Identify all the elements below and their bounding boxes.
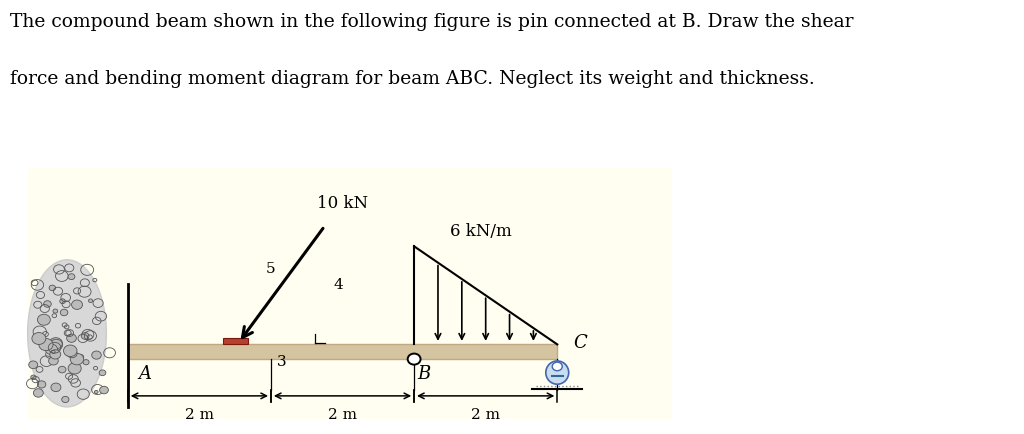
Bar	[222, 338, 248, 345]
Circle shape	[49, 286, 55, 291]
Circle shape	[63, 345, 77, 357]
Circle shape	[59, 299, 66, 304]
Text: The compound beam shown in the following figure is pin connected at B. Draw the : The compound beam shown in the following…	[10, 13, 854, 31]
Bar	[128, 345, 557, 359]
Text: 10 kN: 10 kN	[317, 194, 368, 211]
Circle shape	[32, 333, 46, 345]
Circle shape	[69, 363, 81, 374]
Text: 6 kN/m: 6 kN/m	[450, 223, 512, 240]
Circle shape	[50, 350, 60, 359]
Circle shape	[31, 375, 36, 380]
Circle shape	[34, 389, 43, 397]
Circle shape	[67, 334, 77, 342]
Circle shape	[29, 361, 38, 369]
Text: B: B	[418, 364, 431, 382]
Circle shape	[94, 391, 98, 394]
Circle shape	[88, 299, 92, 303]
Circle shape	[48, 357, 58, 365]
Text: C: C	[573, 333, 587, 351]
Circle shape	[71, 354, 84, 365]
Circle shape	[38, 315, 50, 326]
Text: 5: 5	[266, 262, 275, 276]
Circle shape	[61, 396, 69, 403]
Circle shape	[58, 366, 66, 373]
Ellipse shape	[28, 260, 106, 407]
Text: 4: 4	[333, 278, 343, 292]
Circle shape	[45, 344, 57, 355]
Circle shape	[83, 360, 89, 365]
Circle shape	[68, 274, 75, 280]
Circle shape	[38, 381, 46, 388]
Text: 2 m: 2 m	[328, 407, 357, 421]
Circle shape	[92, 351, 101, 359]
Text: 2 m: 2 m	[471, 407, 500, 421]
Text: A: A	[138, 364, 152, 382]
Circle shape	[99, 386, 109, 394]
Circle shape	[53, 309, 57, 313]
Text: force and bending moment diagram for beam ABC. Neglect its weight and thickness.: force and bending moment diagram for bea…	[10, 69, 815, 87]
FancyBboxPatch shape	[28, 168, 672, 419]
Text: 3: 3	[276, 354, 287, 368]
Circle shape	[552, 362, 562, 371]
Text: 2 m: 2 m	[185, 407, 214, 421]
Circle shape	[60, 309, 68, 316]
Circle shape	[72, 300, 83, 310]
Circle shape	[51, 383, 60, 392]
Circle shape	[408, 354, 421, 365]
Circle shape	[44, 301, 51, 308]
Circle shape	[67, 349, 77, 358]
Circle shape	[49, 338, 62, 349]
Ellipse shape	[546, 361, 568, 385]
Circle shape	[81, 333, 89, 339]
Circle shape	[39, 339, 53, 351]
Circle shape	[99, 370, 105, 376]
